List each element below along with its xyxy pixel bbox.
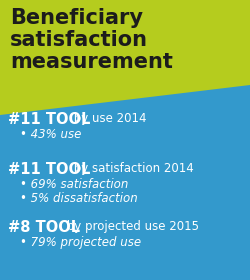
Text: • 79% projected use: • 79% projected use [20, 236, 141, 249]
Polygon shape [0, 0, 250, 115]
Text: • 69% satisfaction: • 69% satisfaction [20, 178, 128, 191]
Text: #11 TOOL: #11 TOOL [8, 162, 90, 177]
Text: measurement: measurement [10, 52, 173, 72]
Text: satisfaction: satisfaction [10, 30, 148, 50]
Text: • 5% dissatisfaction: • 5% dissatisfaction [20, 192, 138, 205]
Text: by projected use 2015: by projected use 2015 [62, 220, 198, 233]
Text: Beneficiary: Beneficiary [10, 8, 143, 28]
Text: #8 TOOL: #8 TOOL [8, 220, 80, 235]
Text: #11 TOOL: #11 TOOL [8, 112, 90, 127]
Text: by use 2014: by use 2014 [70, 112, 147, 125]
Text: by satisfaction 2014: by satisfaction 2014 [70, 162, 194, 175]
Text: • 43% use: • 43% use [20, 128, 82, 141]
